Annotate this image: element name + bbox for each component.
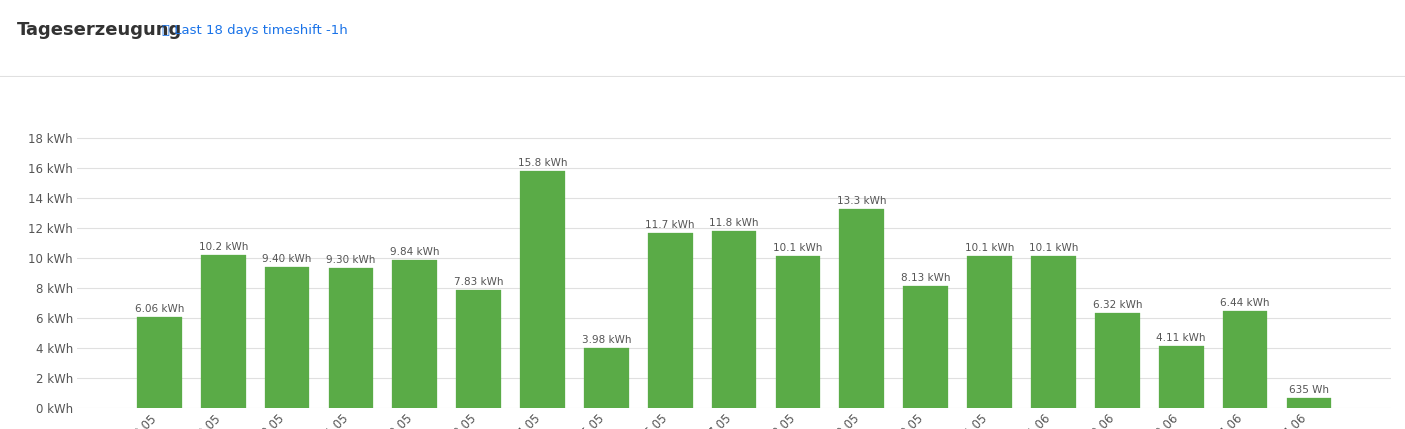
Bar [264,267,309,408]
Bar [840,208,884,408]
Text: 7.83 kWh: 7.83 kWh [454,278,503,287]
Bar [776,257,821,408]
Bar [1287,398,1332,408]
Text: 9.30 kWh: 9.30 kWh [326,255,375,266]
Text: 8.13 kWh: 8.13 kWh [901,273,950,283]
Bar [712,231,756,408]
Text: 11.8 kWh: 11.8 kWh [710,218,759,228]
Text: 635 Wh: 635 Wh [1288,385,1329,395]
Text: 10.1 kWh: 10.1 kWh [965,244,1014,254]
Bar [1094,313,1139,408]
Text: 6.32 kWh: 6.32 kWh [1093,300,1142,310]
Bar [520,171,565,408]
Bar [457,290,502,408]
Bar [1159,346,1204,408]
Text: 13.3 kWh: 13.3 kWh [837,196,887,205]
Text: 6.06 kWh: 6.06 kWh [135,304,184,314]
Text: 6.44 kWh: 6.44 kWh [1221,298,1270,308]
Bar [138,317,181,408]
Bar [584,348,629,408]
Text: 10.1 kWh: 10.1 kWh [773,244,823,254]
Text: 10.2 kWh: 10.2 kWh [198,242,247,252]
Bar [1031,257,1076,408]
Text: 15.8 kWh: 15.8 kWh [518,158,568,168]
Text: Tageserzeugung: Tageserzeugung [17,21,183,39]
Text: 4.11 kWh: 4.11 kWh [1156,333,1205,343]
Text: 3.98 kWh: 3.98 kWh [582,335,631,345]
Bar [329,269,374,408]
Text: 9.84 kWh: 9.84 kWh [391,248,440,257]
Text: 10.1 kWh: 10.1 kWh [1028,244,1078,254]
Text: 11.7 kWh: 11.7 kWh [645,220,695,230]
Bar [648,233,693,408]
Text: 9.40 kWh: 9.40 kWh [263,254,312,264]
Text: ⏱ Last 18 days timeshift -1h: ⏱ Last 18 days timeshift -1h [162,24,347,36]
Bar [392,260,437,408]
Bar [967,257,1012,408]
Bar [903,286,948,408]
Bar [1222,311,1267,408]
Bar [201,255,246,408]
